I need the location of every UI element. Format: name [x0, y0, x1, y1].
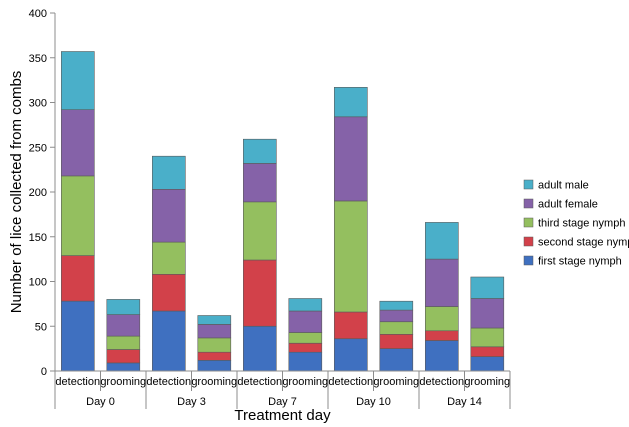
bar-segment-7-2 [379, 321, 414, 335]
x-group-label-1: Day 3 [177, 396, 206, 408]
x-category-label-4: detection [237, 376, 282, 388]
bar-segment-4-4 [243, 138, 277, 164]
bar-segment-8-0 [424, 340, 459, 372]
bar-segment-1-0 [106, 362, 141, 372]
legend-label-3: second stage nymph [538, 237, 629, 249]
x-category-label-1: grooming [100, 376, 146, 388]
bar-segment-7-0 [379, 348, 414, 372]
y-tick-label-7: 350 [29, 53, 47, 65]
y-tick-label-6: 300 [29, 98, 47, 110]
bar-segment-0-2 [60, 175, 95, 256]
bar-segment-9-4 [470, 276, 505, 299]
bar-segment-5-2 [288, 332, 323, 344]
bar-segment-9-0 [470, 356, 505, 372]
bar-segment-4-3 [243, 163, 277, 203]
x-category-label-7: grooming [373, 376, 419, 388]
x-category-label-0: detection [55, 376, 100, 388]
bar-segment-6-0 [333, 338, 368, 372]
bar-segment-2-4 [152, 155, 186, 190]
bar-segment-6-3 [333, 116, 368, 202]
bar-segment-3-0 [197, 359, 232, 372]
bar-segment-9-2 [470, 327, 505, 348]
legend-swatch-2 [523, 217, 534, 228]
bar-segment-7-1 [379, 333, 414, 349]
bar-segment-8-1 [424, 330, 459, 341]
legend: adult male adult female third stage nymph s… [523, 179, 629, 268]
legend-swatch-0 [523, 179, 534, 190]
y-tick-label-4: 200 [29, 187, 47, 199]
bar-segment-6-1 [333, 311, 368, 339]
bar-segment-0-0 [60, 300, 95, 372]
x-category-label-2: detection [146, 376, 191, 388]
bar-segment-6-2 [333, 200, 368, 313]
y-tick-label-1: 50 [35, 321, 47, 333]
x-category-label-3: grooming [191, 376, 237, 388]
bar-segment-0-3 [60, 109, 95, 177]
bar-segment-0-4 [60, 51, 95, 111]
legend-label-4: first stage nymph [538, 256, 622, 268]
bar-segment-3-1 [197, 351, 232, 361]
bar-segment-8-3 [424, 258, 459, 307]
bar-segment-7-3 [379, 309, 414, 323]
y-tick-label-8: 400 [29, 8, 47, 20]
y-tick-label-5: 250 [29, 142, 47, 154]
bar-segment-2-0 [152, 310, 186, 372]
x-axis-title: Treatment day [234, 407, 331, 424]
y-tick-label-2: 100 [29, 277, 47, 289]
bar-segment-1-1 [106, 349, 141, 364]
bars-layer [60, 51, 505, 372]
bar-segment-3-4 [197, 315, 232, 325]
axis-layer [50, 12, 511, 409]
x-group-label-2: Day 7 [268, 396, 297, 408]
legend-label-0: adult male [538, 180, 589, 192]
bar-segment-2-3 [152, 189, 186, 243]
legend-label-2: third stage nymph [538, 218, 625, 230]
bar-segment-7-4 [379, 300, 414, 311]
bar-segment-2-1 [152, 273, 186, 312]
bar-segment-3-3 [197, 324, 232, 339]
x-group-label-4: Day 14 [447, 396, 482, 408]
bar-segment-5-3 [288, 310, 323, 333]
bar-segment-1-3 [106, 314, 141, 337]
x-category-label-8: detection [419, 376, 464, 388]
x-category-label-5: grooming [282, 376, 328, 388]
bar-segment-5-0 [288, 351, 323, 372]
bar-segment-4-0 [243, 325, 277, 372]
bar-segment-4-1 [243, 259, 277, 327]
bar-segment-5-4 [288, 298, 323, 312]
y-tick-label-3: 150 [29, 232, 47, 244]
x-group-label-0: Day 0 [86, 396, 115, 408]
bar-segment-3-2 [197, 337, 232, 353]
bar-segment-8-2 [424, 306, 459, 332]
bar-segment-0-1 [60, 255, 95, 302]
x-group-label-3: Day 10 [356, 396, 391, 408]
legend-swatch-1 [523, 198, 534, 209]
y-axis-title: Number of lice collected from combs [8, 71, 25, 314]
bar-segment-4-2 [243, 201, 277, 261]
bar-segment-2-2 [152, 241, 186, 275]
legend-swatch-4 [523, 255, 534, 266]
legend-swatch-3 [523, 236, 534, 247]
legend-label-1: adult female [538, 199, 598, 211]
x-category-label-9: grooming [464, 376, 510, 388]
bar-segment-9-1 [470, 346, 505, 357]
bar-segment-5-1 [288, 342, 323, 353]
y-tick-label-0: 0 [41, 366, 47, 378]
bar-segment-1-4 [106, 299, 141, 315]
bar-segment-8-4 [424, 222, 459, 260]
bar-segment-9-3 [470, 298, 505, 329]
bar-segment-1-2 [106, 335, 141, 350]
bar-segment-6-4 [333, 87, 368, 118]
x-category-label-6: detection [328, 376, 373, 388]
